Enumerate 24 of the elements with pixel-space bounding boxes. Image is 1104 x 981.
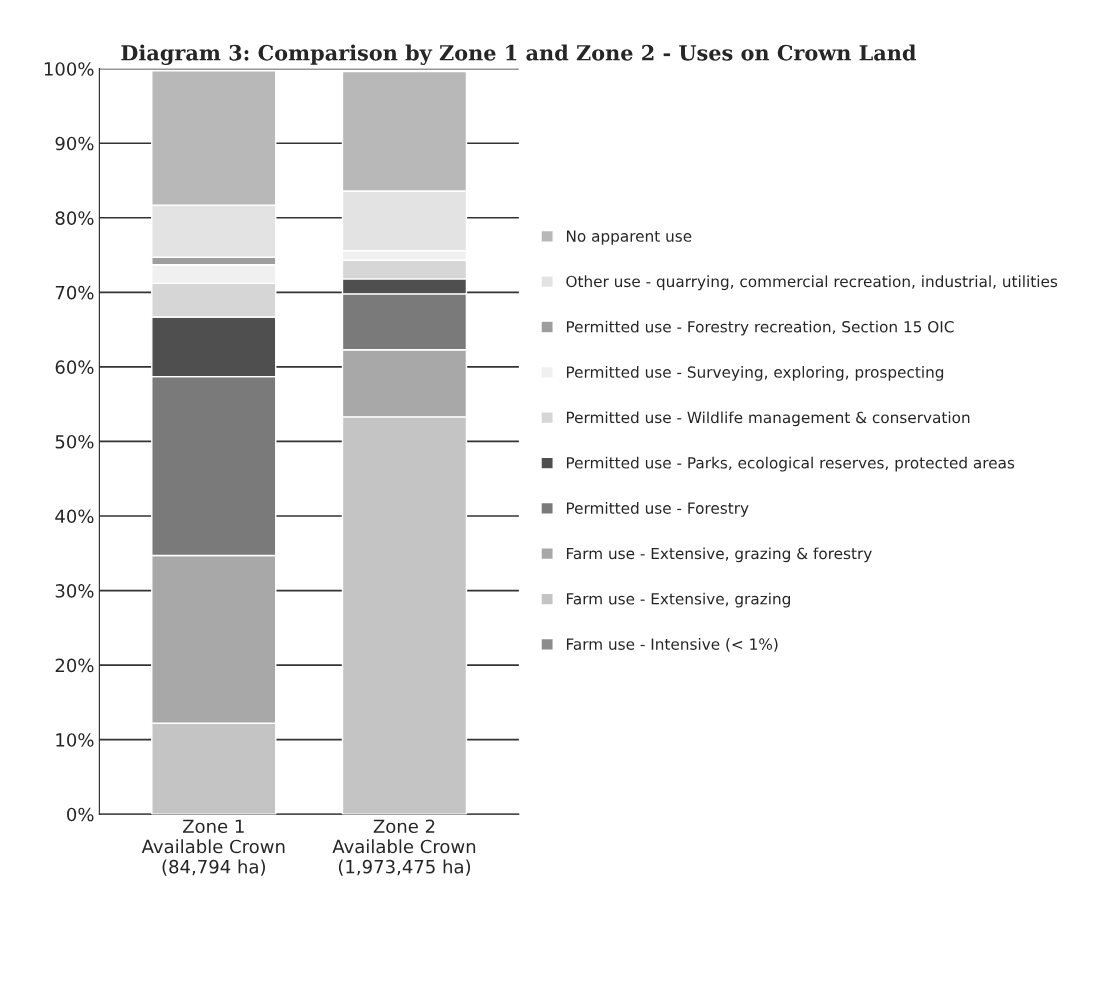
y-tick-label: 90%: [55, 136, 94, 151]
y-tick-label: 30%: [55, 584, 94, 598]
legend-label: No apparent use: [566, 230, 692, 245]
y-tick-label: 70%: [55, 285, 94, 300]
legend-label: Permitted use - Forestry recreation, Section 15 OIC: [566, 320, 954, 336]
x-tick-label: Zone 2 Available Crown (1,973,475 ha): [332, 819, 476, 876]
legend-label: Permitted use - Surveying, exploring, prospecting: [566, 366, 944, 381]
y-tick-label: 80%: [55, 211, 94, 225]
legend-label: Permitted use - Parks, ecological reserves, protected areas: [566, 456, 1015, 472]
chart-title: Diagram 3: Comparison by Zone 1 and Zone 2 - Uses on Crown Land: [121, 44, 916, 65]
legend-label: Farm use - Extensive, grazing: [566, 592, 790, 608]
legend-label: Permitted use - Wildlife management & conservation: [566, 411, 970, 427]
y-tick-label: 0%: [67, 807, 94, 822]
y-tick-label: 10%: [56, 733, 94, 747]
y-tick-label: 100%: [44, 62, 94, 76]
legend-label: Farm use - Extensive, grazing & forestry: [566, 547, 872, 563]
y-tick-label: 40%: [55, 509, 94, 524]
y-tick-label: 60%: [55, 360, 94, 375]
y-tick-label: 50%: [55, 434, 94, 449]
legend-label: Permitted use - Forestry: [566, 502, 749, 517]
x-tick-label: Zone 1 Available Crown (84,794 ha): [141, 819, 285, 876]
legend-label: Other use - quarrying, commercial recreation, industrial, utilities: [566, 275, 1058, 291]
y-tick-label: 20%: [55, 658, 94, 673]
legend-label: Farm use - Intensive (< 1%): [566, 638, 778, 652]
